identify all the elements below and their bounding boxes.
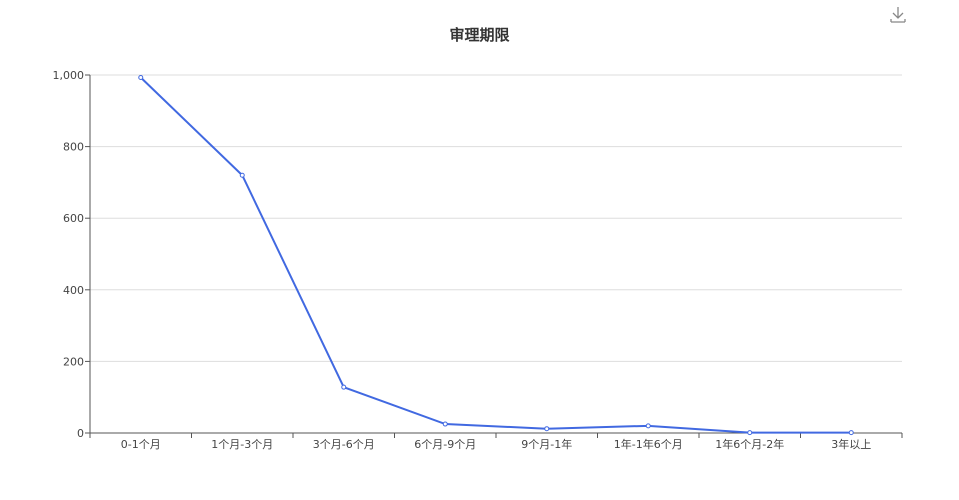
data-point — [848, 430, 854, 436]
x-tick-label: 1年6个月-2年 — [715, 437, 784, 451]
data-point — [341, 384, 347, 390]
gridlines — [90, 74, 902, 362]
x-tick-label: 0-1个月 — [121, 438, 161, 451]
x-tick-label: 1年-1年6个月 — [614, 437, 683, 451]
y-axis-ticks: 0 200 400 600 800 1,000 — [53, 69, 85, 440]
y-tick-label: 200 — [63, 355, 84, 368]
x-tick-label: 1个月-3个月 — [211, 438, 273, 451]
axes — [85, 74, 903, 438]
x-tick-label: 3个月-6个月 — [313, 438, 375, 451]
y-tick-label: 400 — [63, 284, 84, 297]
series-line — [140, 76, 852, 434]
y-tick-label: 800 — [63, 141, 84, 154]
data-point — [138, 75, 144, 81]
data-point — [747, 430, 753, 436]
y-tick-label: 0 — [77, 427, 84, 440]
download-icon — [890, 7, 906, 23]
y-tick-label: 1,000 — [53, 69, 85, 82]
series — [138, 75, 854, 436]
data-point — [645, 423, 651, 429]
data-point — [544, 426, 550, 432]
x-axis-ticks: 0-1个月 1个月-3个月 3个月-6个月 6个月-9个月 9个月-1年 1年-1年6个月… — [121, 437, 871, 451]
download-button[interactable] — [888, 5, 908, 25]
chart-title: 审理期限 — [449, 26, 510, 44]
data-point — [239, 172, 245, 178]
x-tick-label: 3年以上 — [831, 437, 871, 451]
data-point — [442, 421, 448, 427]
x-tick-label: 9个月-1年 — [521, 437, 572, 451]
x-tick-label: 6个月-9个月 — [414, 438, 476, 451]
y-tick-label: 600 — [63, 212, 84, 225]
